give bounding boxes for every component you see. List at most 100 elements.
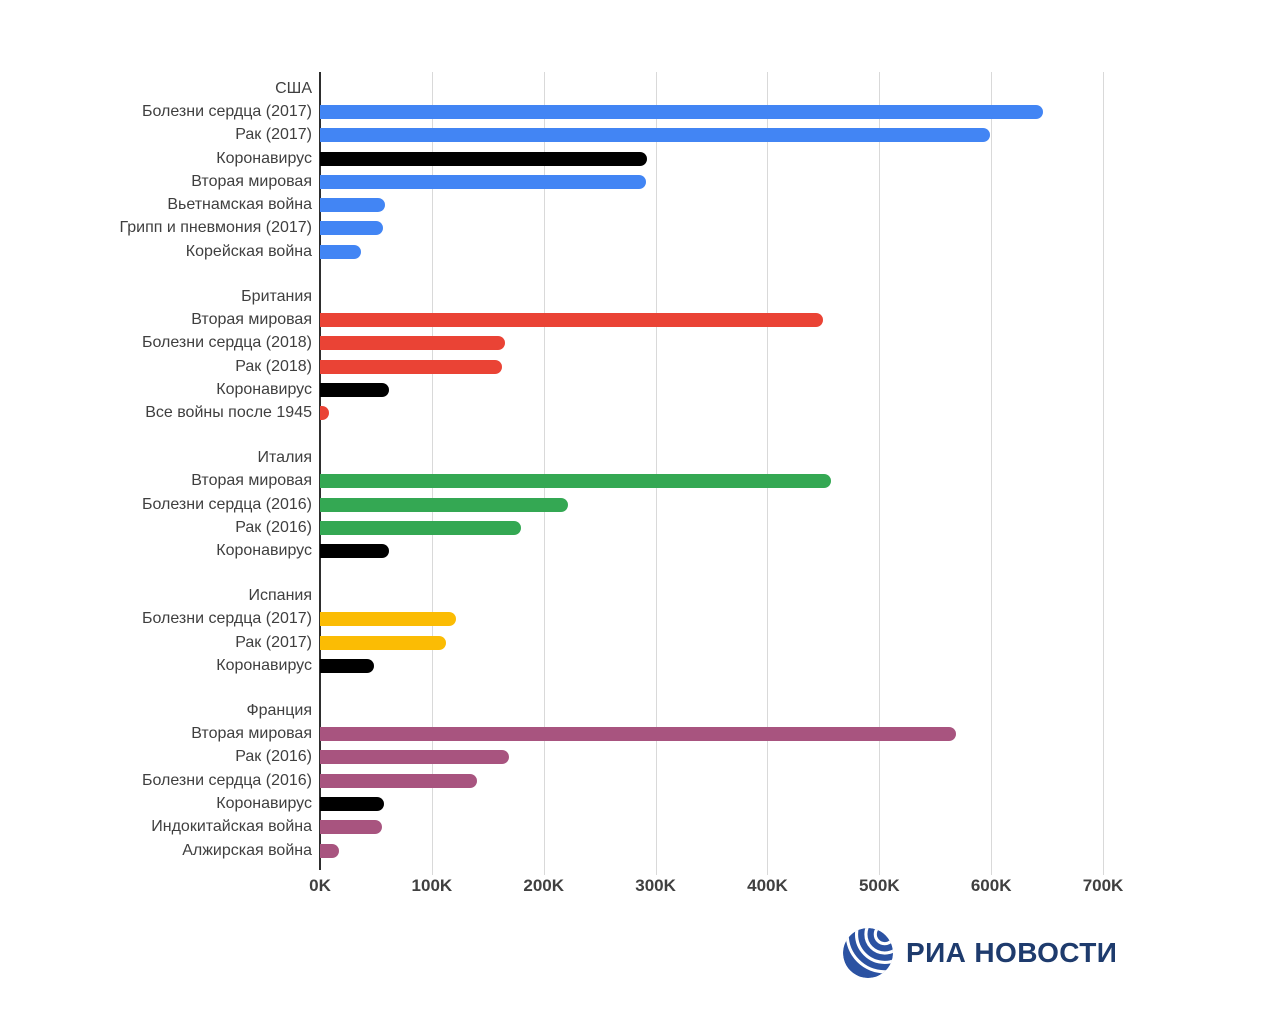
chart-row: Рак (2017) [0,124,1190,147]
country-label: Италия [257,448,312,466]
gridline [991,72,993,875]
chart-row: Грипп и пневмония (2017) [0,217,1190,240]
bar [320,221,383,236]
country-header-row: Британия [0,285,1190,308]
bar-track [320,100,1190,123]
x-tick-label: 100K [411,876,453,895]
chart-row: Вторая мировая [0,470,1190,493]
empty-track [320,77,1190,100]
row-label: Коронавирус [216,656,312,674]
bar-track [320,816,1190,839]
x-tick-label: 200K [523,876,565,895]
chart-row: Вторая мировая [0,308,1190,331]
bar [320,727,957,742]
bar-track [320,470,1190,493]
chart-row: Вьетнамская война [0,193,1190,216]
bar-track [320,540,1190,563]
group-gap [0,425,1190,447]
chart-row: Рак (2016) [0,746,1190,769]
bar-track [320,839,1190,862]
chart-row: Коронавирус [0,378,1190,401]
bar [320,520,522,535]
bar [320,750,510,765]
ria-novosti-logo: РИА НОВОСТИ [843,927,1117,979]
chart-row: Болезни сердца (2017) [0,608,1190,631]
bar [320,820,382,835]
country-label: Франция [246,701,312,719]
row-label: Рак (2018) [235,357,312,375]
bar-track [320,147,1190,170]
chart-row: Алжирская война [0,839,1190,862]
row-label: Болезни сердца (2017) [141,610,312,628]
x-tick-label: 500K [858,876,900,895]
row-label: Рак (2017) [235,126,312,144]
bar-track [320,792,1190,815]
bar [320,497,569,512]
bar-track [320,170,1190,193]
row-label: Грипп и пневмония (2017) [119,219,312,237]
country-header-row: США [0,77,1190,100]
gridline [655,72,657,875]
row-label: Корейская война [185,242,312,260]
gridline [1103,72,1105,875]
row-label: Коронавирус [216,542,312,560]
row-label: Болезни сердца (2018) [141,334,312,352]
bar [320,474,832,489]
bar-track [320,217,1190,240]
x-axis: 0K 100K 200K 300K 400K 500K 600K 700K [309,876,1182,900]
gridline [543,72,545,875]
bar-track [320,654,1190,677]
empty-track [320,699,1190,722]
chart-row: Коронавирус [0,792,1190,815]
group-gap [0,563,1190,585]
coronavirus-bar [320,797,384,812]
chart-row: Рак (2017) [0,631,1190,654]
row-label: Коронавирус [216,795,312,813]
chart-row: Рак (2016) [0,516,1190,539]
bar-track [320,746,1190,769]
bar [320,635,447,650]
row-label: Все войны после 1945 [145,404,312,422]
row-label: Индокитайская война [151,818,312,836]
row-label: Болезни сердца (2016) [141,495,312,513]
bar [320,359,503,374]
bar-track [320,378,1190,401]
group-gap [0,263,1190,285]
country-header-row: Франция [0,699,1190,722]
row-label: Вторая мировая [191,725,312,743]
bar-track [320,401,1190,424]
bar [320,336,505,351]
x-tick-label: 700K [1082,876,1124,895]
coronavirus-bar [320,382,390,397]
row-label: Вторая мировая [191,172,312,190]
coronavirus-bar [320,151,647,166]
empty-track [320,446,1190,469]
chart-row: Рак (2018) [0,355,1190,378]
row-label: Рак (2016) [235,748,312,766]
row-label: Коронавирус [216,380,312,398]
x-tick-label: 600K [970,876,1012,895]
chart-row: Коронавирус [0,540,1190,563]
country-label: Испания [248,587,313,605]
bar [320,773,477,788]
ria-logo-text: РИА НОВОСТИ [906,937,1118,968]
bar-track [320,516,1190,539]
country-label: США [275,79,312,97]
row-label: Алжирская война [182,841,312,859]
row-label: Болезни сердца (2017) [141,102,312,120]
bar-track [320,355,1190,378]
chart-row: Коронавирус [0,147,1190,170]
bar-track [320,124,1190,147]
x-tick-label: 400K [747,876,788,895]
bar-track [320,769,1190,792]
bar [320,128,991,143]
bar [320,612,457,627]
bar [320,312,824,327]
bar [320,244,362,259]
gridline [879,72,881,875]
chart-row: Вторая мировая [0,170,1190,193]
x-tick-label: 0K [309,876,331,895]
bar-track [320,608,1190,631]
y-axis-line [319,72,321,870]
